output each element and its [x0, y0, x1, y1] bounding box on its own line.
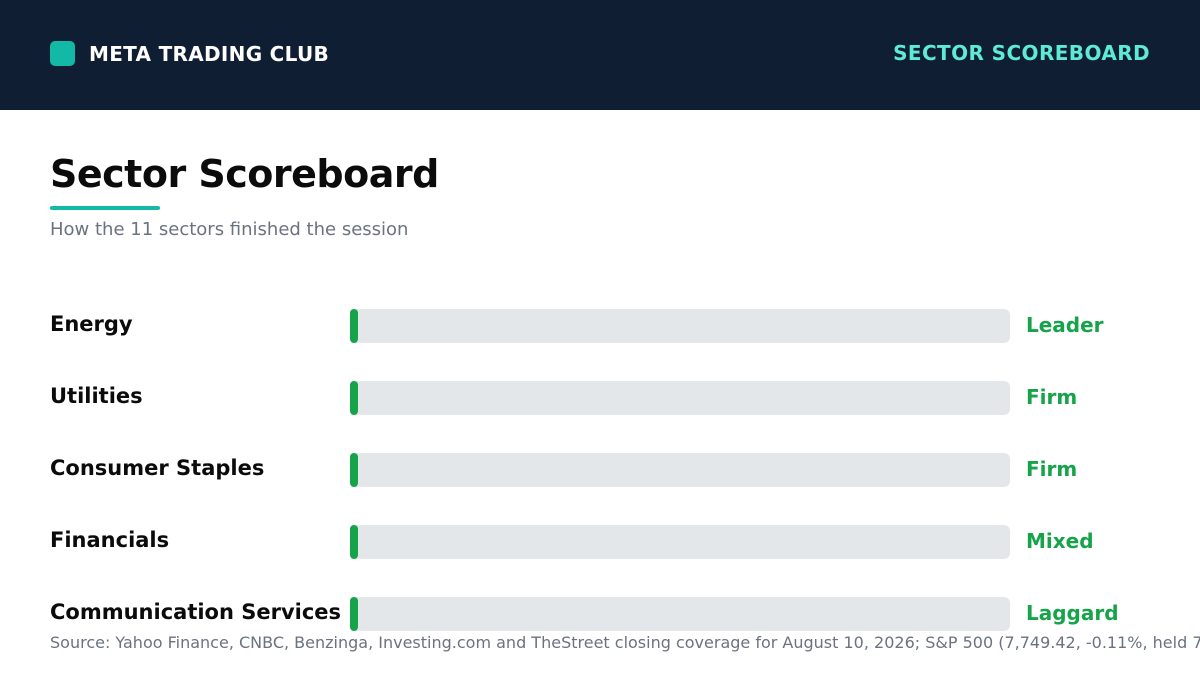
bar: [350, 525, 358, 559]
bar-track: [350, 381, 1010, 415]
sector-row: Energy Leader: [0, 309, 1200, 343]
section-title: SECTOR SCOREBOARD: [893, 41, 1150, 65]
status-label: Firm: [1026, 457, 1078, 481]
sector-label: Consumer Staples: [50, 456, 265, 480]
bar-track: [350, 525, 1010, 559]
sector-row: Financials Mixed: [0, 525, 1200, 559]
page-subtitle: How the 11 sectors finished the session: [50, 219, 409, 240]
sector-label: Energy: [50, 312, 133, 336]
sector-row: Utilities Firm: [0, 381, 1200, 415]
brand: META TRADING CLUB: [50, 41, 329, 66]
status-label: Laggard: [1026, 601, 1119, 625]
bar: [350, 381, 358, 415]
bar-track: [350, 453, 1010, 487]
bar-track: [350, 597, 1010, 631]
bar-track: [350, 309, 1010, 343]
sector-label: Utilities: [50, 384, 143, 408]
sector-row: Communication Services Laggard: [0, 597, 1200, 631]
page-title: Sector Scoreboard: [50, 152, 439, 196]
sector-label: Communication Services: [50, 600, 342, 624]
brand-logo-icon: [50, 41, 75, 66]
source-note: Source: Yahoo Finance, CNBC, Benzinga, I…: [50, 633, 1200, 652]
bar: [350, 453, 358, 487]
status-label: Mixed: [1026, 529, 1094, 553]
sector-label: Financials: [50, 528, 170, 552]
header-bar: META TRADING CLUB SECTOR SCOREBOARD: [0, 0, 1200, 110]
bar: [350, 309, 358, 343]
status-label: Leader: [1026, 313, 1104, 337]
title-underline: [50, 206, 160, 210]
bar: [350, 597, 358, 631]
status-label: Firm: [1026, 385, 1078, 409]
brand-name: META TRADING CLUB: [89, 41, 330, 66]
sector-row: Consumer Staples Firm: [0, 453, 1200, 487]
